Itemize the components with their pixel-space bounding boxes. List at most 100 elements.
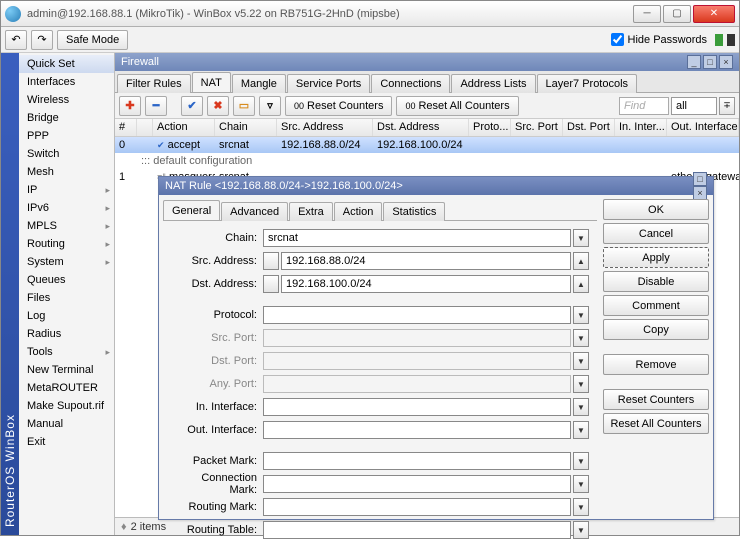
cancel-button[interactable]: Cancel <box>603 223 709 244</box>
apply-button[interactable]: Apply <box>603 247 709 268</box>
reset-all-counters-button[interactable]: Reset All Counters <box>603 413 709 434</box>
field-arrow[interactable]: ▼ <box>573 452 589 470</box>
field-input[interactable]: 192.168.88.0/24 <box>281 252 571 270</box>
undo-button[interactable]: ↶ <box>5 30 27 50</box>
sidebar-item-new-terminal[interactable]: New Terminal <box>19 361 114 379</box>
enable-button[interactable]: ✔ <box>181 96 203 116</box>
tab-service-ports[interactable]: Service Ports <box>287 74 370 93</box>
field-arrow[interactable]: ▼ <box>573 352 589 370</box>
sidebar-item-exit[interactable]: Exit <box>19 433 114 451</box>
sidebar-item-queues[interactable]: Queues <box>19 271 114 289</box>
hide-passwords-input[interactable] <box>611 33 624 46</box>
sidebar-item-make-supout-rif[interactable]: Make Supout.rif <box>19 397 114 415</box>
field-arrow[interactable]: ▼ <box>573 329 589 347</box>
sidebar-item-mpls[interactable]: MPLS▸ <box>19 217 114 235</box>
comment-button[interactable]: ▭ <box>233 96 255 116</box>
sidebar-item-wireless[interactable]: Wireless <box>19 91 114 109</box>
sidebar-item-mesh[interactable]: Mesh <box>19 163 114 181</box>
field-arrow[interactable]: ▼ <box>573 375 589 393</box>
column-header[interactable]: Dst. Port <box>563 119 615 136</box>
column-header[interactable]: Src. Port <box>511 119 563 136</box>
ok-button[interactable]: OK <box>603 199 709 220</box>
field-arrow[interactable]: ▼ <box>573 398 589 416</box>
dialog-tab-advanced[interactable]: Advanced <box>221 202 288 221</box>
column-header[interactable]: Out. Interface <box>667 119 739 136</box>
add-button[interactable]: ✚ <box>119 96 141 116</box>
dialog-maximize-button[interactable]: □ <box>693 172 707 186</box>
field-input[interactable] <box>263 398 571 416</box>
tab-nat[interactable]: NAT <box>192 72 231 92</box>
sidebar-item-routing[interactable]: Routing▸ <box>19 235 114 253</box>
field-arrow[interactable]: ▲ <box>573 252 589 270</box>
field-input[interactable] <box>263 521 571 539</box>
table-row[interactable]: 0✔ acceptsrcnat192.168.88.0/24192.168.10… <box>115 137 739 153</box>
field-arrow[interactable]: ▼ <box>573 498 589 516</box>
reset-all-counters-button[interactable]: 00Reset All Counters <box>396 96 518 116</box>
panel-close-button[interactable]: × <box>719 55 733 69</box>
safe-mode-button[interactable]: Safe Mode <box>57 30 128 50</box>
tab-connections[interactable]: Connections <box>371 74 450 93</box>
dialog-tab-statistics[interactable]: Statistics <box>383 202 445 221</box>
field-arrow[interactable]: ▼ <box>573 421 589 439</box>
field-input[interactable]: srcnat <box>263 229 571 247</box>
field-arrow[interactable]: ▼ <box>573 306 589 324</box>
field-arrow[interactable]: ▼ <box>573 521 589 539</box>
disable-button[interactable]: Disable <box>603 271 709 292</box>
hide-passwords-checkbox[interactable]: Hide Passwords <box>611 33 707 46</box>
column-header[interactable]: In. Inter... <box>615 119 667 136</box>
sidebar-item-radius[interactable]: Radius <box>19 325 114 343</box>
panel-minimize-button[interactable]: _ <box>687 55 701 69</box>
comment-button[interactable]: Comment <box>603 295 709 316</box>
sidebar-item-quick-set[interactable]: Quick Set <box>19 55 114 73</box>
close-button[interactable]: ✕ <box>693 5 735 23</box>
dialog-tab-action[interactable]: Action <box>334 202 383 221</box>
field-input[interactable] <box>263 421 571 439</box>
column-header[interactable]: # <box>115 119 137 136</box>
remove-button[interactable]: ━ <box>145 96 167 116</box>
tab-mangle[interactable]: Mangle <box>232 74 286 93</box>
maximize-button[interactable]: ▢ <box>663 5 691 23</box>
column-header[interactable]: Src. Address <box>277 119 373 136</box>
sidebar-item-switch[interactable]: Switch <box>19 145 114 163</box>
sidebar-item-bridge[interactable]: Bridge <box>19 109 114 127</box>
column-header[interactable] <box>137 119 153 136</box>
column-header[interactable]: Chain <box>215 119 277 136</box>
sidebar-item-log[interactable]: Log <box>19 307 114 325</box>
tab-filter-rules[interactable]: Filter Rules <box>117 74 191 93</box>
dialog-tab-extra[interactable]: Extra <box>289 202 333 221</box>
filter-dropdown-arrow[interactable]: ∓ <box>719 97 735 115</box>
minimize-button[interactable]: ─ <box>633 5 661 23</box>
tab-layer7-protocols[interactable]: Layer7 Protocols <box>537 74 638 93</box>
dialog-tab-general[interactable]: General <box>163 200 220 220</box>
field-input[interactable] <box>263 475 571 493</box>
remove-button[interactable]: Remove <box>603 354 709 375</box>
sidebar-item-tools[interactable]: Tools▸ <box>19 343 114 361</box>
redo-button[interactable]: ↷ <box>31 30 53 50</box>
reset-counters-button[interactable]: Reset Counters <box>603 389 709 410</box>
field-input[interactable] <box>263 452 571 470</box>
field-input[interactable] <box>263 306 571 324</box>
field-arrow[interactable]: ▼ <box>573 475 589 493</box>
sidebar-item-system[interactable]: System▸ <box>19 253 114 271</box>
panel-maximize-button[interactable]: □ <box>703 55 717 69</box>
disable-button[interactable]: ✖ <box>207 96 229 116</box>
field-input[interactable]: 192.168.100.0/24 <box>281 275 571 293</box>
sidebar-item-ip[interactable]: IP▸ <box>19 181 114 199</box>
tab-address-lists[interactable]: Address Lists <box>451 74 535 93</box>
field-input[interactable] <box>263 498 571 516</box>
column-header[interactable]: Action <box>153 119 215 136</box>
sidebar-item-ppp[interactable]: PPP <box>19 127 114 145</box>
field-arrow[interactable]: ▲ <box>573 275 589 293</box>
reset-counters-button[interactable]: 00Reset Counters <box>285 96 392 116</box>
filter-button[interactable]: ▿ <box>259 96 281 116</box>
sidebar-item-manual[interactable]: Manual <box>19 415 114 433</box>
copy-button[interactable]: Copy <box>603 319 709 340</box>
find-input[interactable]: Find <box>619 97 669 115</box>
sidebar-item-metarouter[interactable]: MetaROUTER <box>19 379 114 397</box>
sidebar-item-interfaces[interactable]: Interfaces <box>19 73 114 91</box>
filter-select[interactable]: all <box>671 97 717 115</box>
column-header[interactable]: Proto... <box>469 119 511 136</box>
column-header[interactable]: Dst. Address <box>373 119 469 136</box>
sidebar-item-ipv6[interactable]: IPv6▸ <box>19 199 114 217</box>
field-arrow[interactable]: ▼ <box>573 229 589 247</box>
